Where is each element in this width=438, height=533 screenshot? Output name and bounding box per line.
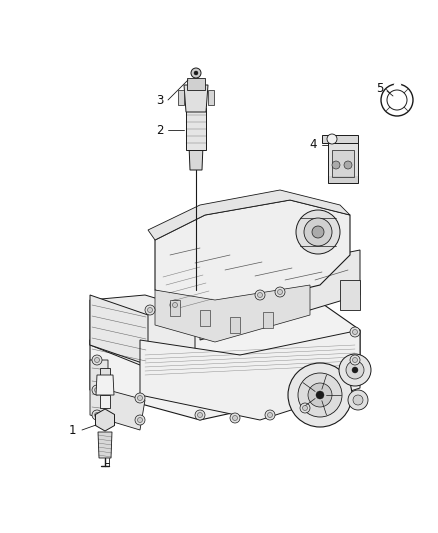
Polygon shape xyxy=(140,330,360,420)
Polygon shape xyxy=(208,90,214,105)
Circle shape xyxy=(327,134,337,144)
Circle shape xyxy=(296,210,340,254)
Polygon shape xyxy=(187,78,205,90)
Polygon shape xyxy=(100,395,110,408)
Polygon shape xyxy=(189,145,203,170)
Polygon shape xyxy=(170,300,180,316)
Polygon shape xyxy=(200,250,360,340)
Polygon shape xyxy=(184,85,208,112)
Circle shape xyxy=(92,410,102,420)
Polygon shape xyxy=(230,317,240,333)
Polygon shape xyxy=(200,310,210,326)
Circle shape xyxy=(95,387,99,392)
Circle shape xyxy=(353,358,357,362)
Polygon shape xyxy=(100,368,110,375)
Polygon shape xyxy=(90,295,360,420)
Circle shape xyxy=(352,367,358,373)
Circle shape xyxy=(344,161,352,169)
Polygon shape xyxy=(155,285,310,342)
Circle shape xyxy=(148,308,152,312)
Polygon shape xyxy=(186,108,206,150)
Circle shape xyxy=(258,293,262,297)
Circle shape xyxy=(138,417,142,423)
Circle shape xyxy=(278,289,283,295)
Circle shape xyxy=(268,413,272,417)
Polygon shape xyxy=(263,312,273,328)
Circle shape xyxy=(173,303,177,308)
Polygon shape xyxy=(90,360,145,430)
Polygon shape xyxy=(328,143,358,183)
Circle shape xyxy=(298,373,342,417)
Circle shape xyxy=(198,413,202,417)
Polygon shape xyxy=(340,280,360,310)
Circle shape xyxy=(275,287,285,297)
Circle shape xyxy=(95,413,99,417)
Circle shape xyxy=(145,305,155,315)
Circle shape xyxy=(300,403,310,413)
Circle shape xyxy=(191,68,201,78)
Circle shape xyxy=(304,218,332,246)
Text: 2: 2 xyxy=(156,124,164,136)
Circle shape xyxy=(195,410,205,420)
Circle shape xyxy=(230,413,240,423)
Circle shape xyxy=(255,290,265,300)
Polygon shape xyxy=(178,90,184,105)
Circle shape xyxy=(316,391,324,399)
Circle shape xyxy=(194,71,198,75)
Text: 4: 4 xyxy=(309,139,317,151)
Polygon shape xyxy=(90,295,195,365)
Circle shape xyxy=(350,327,360,337)
Polygon shape xyxy=(155,200,350,310)
Circle shape xyxy=(312,226,324,238)
Text: 3: 3 xyxy=(156,93,164,107)
Circle shape xyxy=(288,363,352,427)
Circle shape xyxy=(265,410,275,420)
Polygon shape xyxy=(148,190,350,240)
Circle shape xyxy=(353,329,357,335)
Polygon shape xyxy=(98,432,112,458)
Circle shape xyxy=(350,355,360,365)
Circle shape xyxy=(138,395,142,400)
Text: 1: 1 xyxy=(68,424,76,437)
Circle shape xyxy=(233,416,237,421)
Polygon shape xyxy=(96,375,114,395)
Circle shape xyxy=(308,383,332,407)
Circle shape xyxy=(95,358,99,362)
Text: 5: 5 xyxy=(376,82,384,94)
Circle shape xyxy=(92,385,102,395)
Polygon shape xyxy=(332,150,354,177)
Circle shape xyxy=(353,395,363,405)
Circle shape xyxy=(92,355,102,365)
Circle shape xyxy=(346,361,364,379)
Circle shape xyxy=(332,161,340,169)
Polygon shape xyxy=(322,135,358,143)
Circle shape xyxy=(170,300,180,310)
Polygon shape xyxy=(90,295,148,365)
Circle shape xyxy=(303,406,307,410)
Circle shape xyxy=(135,393,145,403)
Circle shape xyxy=(339,354,371,386)
Polygon shape xyxy=(95,409,114,431)
Circle shape xyxy=(348,390,368,410)
Circle shape xyxy=(135,415,145,425)
